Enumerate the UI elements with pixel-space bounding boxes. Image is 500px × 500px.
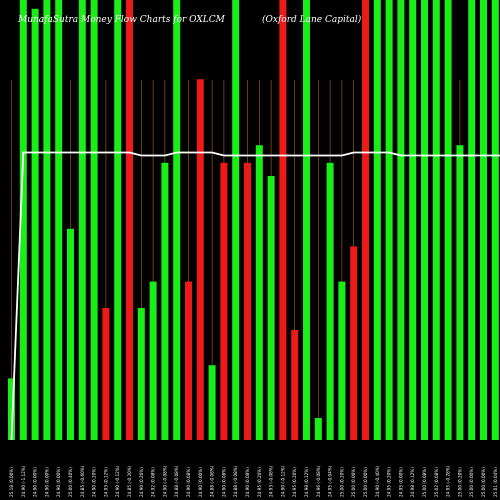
bar [421,0,428,440]
bar [468,0,476,440]
bar [31,8,39,441]
x-tick-label: 24.85 (-0.20%) [127,465,132,497]
bar [480,0,487,440]
bar [444,0,452,440]
x-tick-label: 24.93 (0.12%) [103,467,108,497]
bar [43,0,51,440]
bar [90,0,98,440]
bar [185,281,192,440]
x-tick-label: 24.88 (-0.08%) [233,465,238,497]
bar [279,0,287,440]
x-tick-label: 25.02 (0.08%) [434,467,439,497]
bar [314,418,322,440]
x-tick-label: 25.01 (0.04%) [493,467,498,497]
bar [397,0,405,440]
x-tick-label: 24.90 (0.08%) [245,467,250,497]
bar [114,0,122,440]
bar [208,365,216,440]
bar [267,176,275,440]
x-tick-label: 25.00 (0.40%) [68,467,73,497]
x-tick-label: 24.90 (0.20%) [139,467,144,497]
x-tick-label: 25.00 (0.20%) [339,467,344,497]
x-tick-label: 24.90 (0.00%) [44,467,49,497]
bar [244,162,251,441]
chart-title: MunafaSutra Money Flow Charts for OXLCM [17,15,226,25]
x-tick-label: 25.18 (0.00%) [9,467,14,497]
x-tick-label: 24.88 (-0.08%) [210,465,215,497]
x-tick-label: 24.90 (0.08%) [221,467,226,497]
x-tick-label: 24.90 (-1.12%) [21,465,26,497]
x-tick-label: 24.95 (-0.28%) [446,465,451,497]
bar [102,308,110,440]
x-tick-label: 25.00 (0.00%) [481,467,486,497]
chart-subtitle: (Oxford Lane Capital) [262,14,362,25]
x-tick-label: 24.90 (-0.40%) [375,465,380,497]
x-tick-label: 24.85 (-0.60%) [80,465,85,497]
bar [126,0,133,440]
x-tick-label: 25.00 (0.00%) [351,467,356,497]
bar [67,228,74,440]
bar [373,0,381,440]
x-tick-label: 24.98 (0.12%) [304,467,309,497]
bar [173,0,181,440]
bar [326,162,334,441]
bar [338,281,346,440]
x-tick-label: 24.90 (-0.12%) [115,465,120,497]
x-tick-label: 24.95 (0.20%) [387,467,392,497]
x-tick-labels: 25.18 (0.00%) 24.90 (-1.12%) 24.90 (0.00%)… [9,465,498,497]
bar [78,0,86,440]
price-line [10,151,500,441]
bar [291,330,299,440]
bar [8,378,15,440]
bar [303,0,310,440]
x-tick-label: 24.90 (-0.08%) [162,465,167,497]
bar [220,162,228,441]
bar [161,162,169,441]
bar [456,145,464,440]
bar [362,0,369,440]
x-tick-label: 24.90 (-0.12%) [280,465,285,497]
x-tick-label: 25.00 (0.08%) [422,467,427,497]
x-tick-label: 24.90 (0.08%) [186,467,191,497]
bar [385,0,393,440]
x-tick-label: 24.93 (-0.08%) [269,465,274,497]
x-tick-label: 25.00 (0.00%) [469,467,474,497]
bar [232,0,240,440]
x-tick-label: 24.92 (0.08%) [151,467,156,497]
bar [491,0,499,440]
x-tick-label: 24.90 (0.00%) [198,467,203,497]
bar [196,79,204,440]
x-tick-label: 24.88 (-0.08%) [174,465,179,497]
x-tick-label: 24.98 (0.12%) [410,467,415,497]
bar [19,0,27,440]
bar [55,0,63,440]
bar [255,145,263,440]
bar [432,0,440,440]
x-tick-label: 25.00 (0.00%) [363,467,368,497]
x-tick-label: 24.96 (-0.08%) [316,465,321,497]
bar [350,246,358,440]
price-line-group [10,151,500,441]
x-tick-label: 24.90 (0.00%) [56,467,61,497]
x-tick-label: 24.95 (0.00%) [398,467,403,497]
x-tick-label: 24.95 (0.20%) [292,467,297,497]
bar [409,0,417,440]
x-tick-label: 25.00 (0.20%) [457,467,462,497]
bar [137,308,145,440]
x-tick-label: 24.95 (0.20%) [257,467,262,497]
x-tick-label: 24.90 (0.20%) [92,467,97,497]
bars [8,0,499,441]
x-tick-label: 24.95 (-0.04%) [328,465,333,497]
bar [149,281,157,440]
x-tick-label: 24.90 (0.00%) [33,467,38,497]
